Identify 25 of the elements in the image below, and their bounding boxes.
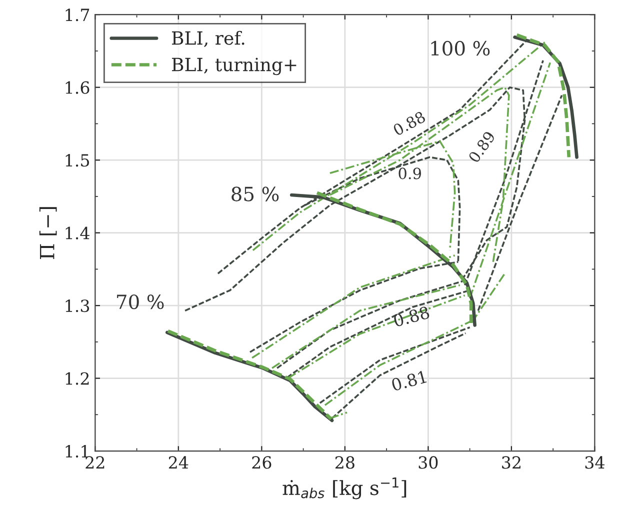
annotation: 0.88 <box>392 306 430 328</box>
y-axis-title: Π [−] <box>39 207 57 260</box>
annotation: 85 % <box>232 186 279 202</box>
x-tick-label: 30 <box>418 456 438 469</box>
legend-label: BLI, ref. <box>172 30 244 48</box>
annotation: 0.9 <box>398 168 421 180</box>
y-tick-label: 1.1 <box>66 444 88 458</box>
x-tick-label: 28 <box>335 456 354 469</box>
y-tick-label: 1.4 <box>66 226 90 240</box>
y-tick-label: 1.7 <box>66 8 90 22</box>
x-tick-label: 22 <box>86 456 104 469</box>
y-tick-label: 1.2 <box>66 372 89 385</box>
y-tick-label: 1.6 <box>66 81 90 94</box>
annotation: 70 % <box>117 294 164 310</box>
annotation: 100 % <box>431 40 490 56</box>
legend-label: BLI, turning+ <box>172 58 296 76</box>
y-tick-label: 1.3 <box>66 300 90 312</box>
x-tick-label: 32 <box>502 456 520 469</box>
annotation: 0.81 <box>390 370 427 392</box>
x-tick-label: 34 <box>585 456 604 469</box>
annotation: 0.88 <box>392 110 426 136</box>
x-tick-label: 26 <box>252 456 272 469</box>
y-tick-label: 1.5 <box>66 154 90 167</box>
x-axis-title: ṁ$_{abs}$ [kg s$^{−1}$] <box>282 478 406 500</box>
x-tick-label: 24 <box>168 456 188 469</box>
